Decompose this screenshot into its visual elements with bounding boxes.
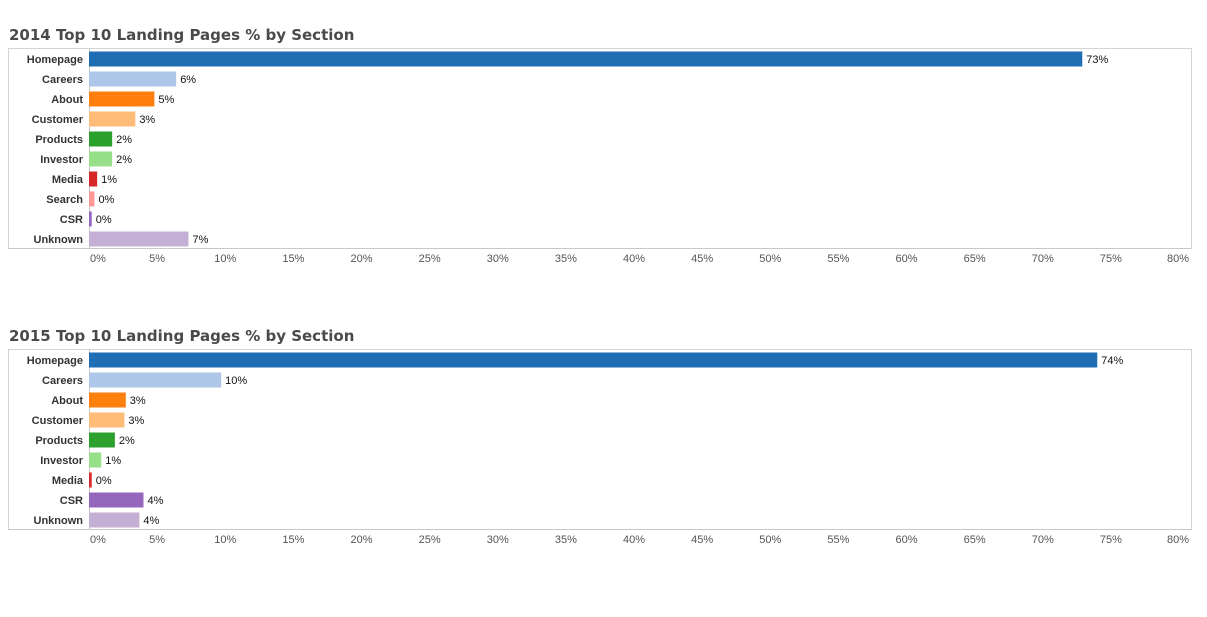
x-tick-label: 30% (487, 253, 509, 265)
x-tick-label: 80% (1167, 534, 1189, 546)
x-tick-label: 40% (623, 253, 645, 265)
bar-unknown (89, 512, 140, 528)
bar-investor (89, 452, 102, 468)
category-label: Careers (42, 375, 83, 387)
bar-search (89, 191, 95, 207)
category-label: Customer (32, 415, 84, 427)
x-tick-label: 65% (964, 534, 986, 546)
bar-media (89, 472, 92, 488)
bar-csr (89, 492, 144, 508)
category-label: Unknown (34, 234, 84, 246)
x-tick-label: 45% (691, 253, 713, 265)
category-label: About (51, 94, 83, 106)
value-label: 0% (98, 194, 114, 206)
x-tick-label: 35% (555, 534, 577, 546)
x-tick-label: 30% (487, 534, 509, 546)
x-tick-label: 25% (419, 534, 441, 546)
x-tick-label: 20% (350, 253, 372, 265)
bar-chart-2015: Homepage 74% Careers 10% About 3% Customer 3% Pr… (8, 349, 1192, 546)
category-label: Investor (40, 455, 84, 467)
x-tick-label: 70% (1032, 534, 1054, 546)
x-tick-label: 50% (759, 534, 781, 546)
value-label: 74% (1101, 355, 1123, 367)
value-label: 2% (119, 435, 135, 447)
value-label: 4% (143, 515, 159, 527)
category-label: About (51, 395, 83, 407)
chart-title-2015: 2015 Top 10 Landing Pages % by Section (9, 327, 355, 345)
x-tick-label: 55% (827, 253, 849, 265)
value-label: 3% (139, 114, 155, 126)
x-tick-label: 45% (691, 534, 713, 546)
x-tick-label: 10% (214, 253, 236, 265)
x-tick-label: 40% (623, 534, 645, 546)
bar-investor (89, 151, 113, 167)
value-label: 3% (128, 415, 144, 427)
x-tick-label: 5% (149, 253, 165, 265)
bar-unknown (89, 231, 189, 247)
value-label: 0% (96, 214, 112, 226)
x-tick-label: 15% (282, 253, 304, 265)
x-tick-label: 5% (149, 534, 165, 546)
x-tick-label: 75% (1100, 534, 1122, 546)
category-label: Careers (42, 74, 83, 86)
bar-media (89, 171, 98, 187)
bar-about (89, 91, 155, 107)
x-tick-label: 80% (1167, 253, 1189, 265)
x-tick-label: 20% (350, 534, 372, 546)
category-label: CSR (60, 214, 83, 226)
bar-products (89, 432, 115, 448)
x-tick-label: 35% (555, 253, 577, 265)
x-tick-label: 10% (214, 534, 236, 546)
value-label: 7% (192, 234, 208, 246)
x-tick-label: 0% (90, 534, 106, 546)
bar-about (89, 392, 126, 408)
bar-homepage (89, 352, 1098, 368)
bar-homepage (89, 51, 1083, 67)
value-label: 6% (180, 74, 196, 86)
x-tick-label: 55% (827, 534, 849, 546)
category-label: Investor (40, 154, 84, 166)
x-tick-label: 0% (90, 253, 106, 265)
bar-customer (89, 111, 136, 127)
x-tick-label: 15% (282, 534, 304, 546)
category-label: Homepage (27, 54, 83, 66)
value-label: 0% (96, 475, 112, 487)
value-label: 2% (116, 134, 132, 146)
value-label: 5% (158, 94, 174, 106)
bar-products (89, 131, 113, 147)
bar-careers (89, 372, 222, 388)
bar-customer (89, 412, 125, 428)
x-tick-label: 75% (1100, 253, 1122, 265)
x-tick-label: 65% (964, 253, 986, 265)
category-label: Products (35, 435, 83, 447)
bar-careers (89, 71, 177, 87)
value-label: 10% (225, 375, 247, 387)
category-label: Media (52, 174, 84, 186)
category-label: Homepage (27, 355, 83, 367)
category-label: Unknown (34, 515, 84, 527)
category-label: CSR (60, 495, 83, 507)
category-label: Search (46, 194, 83, 206)
bar-chart-2014: Homepage 73% Careers 6% About 5% Customer 3% Pro… (8, 48, 1192, 265)
category-label: Media (52, 475, 84, 487)
x-tick-label: 25% (419, 253, 441, 265)
x-tick-label: 60% (895, 253, 917, 265)
value-label: 2% (116, 154, 132, 166)
bar-csr (89, 211, 92, 227)
x-tick-label: 70% (1032, 253, 1054, 265)
value-label: 4% (148, 495, 164, 507)
chart-title-2014: 2014 Top 10 Landing Pages % by Section (9, 26, 355, 44)
value-label: 1% (101, 174, 117, 186)
category-label: Customer (32, 114, 84, 126)
x-tick-label: 60% (895, 534, 917, 546)
value-label: 3% (130, 395, 146, 407)
category-label: Products (35, 134, 83, 146)
value-label: 1% (105, 455, 121, 467)
value-label: 73% (1086, 54, 1108, 66)
x-tick-label: 50% (759, 253, 781, 265)
